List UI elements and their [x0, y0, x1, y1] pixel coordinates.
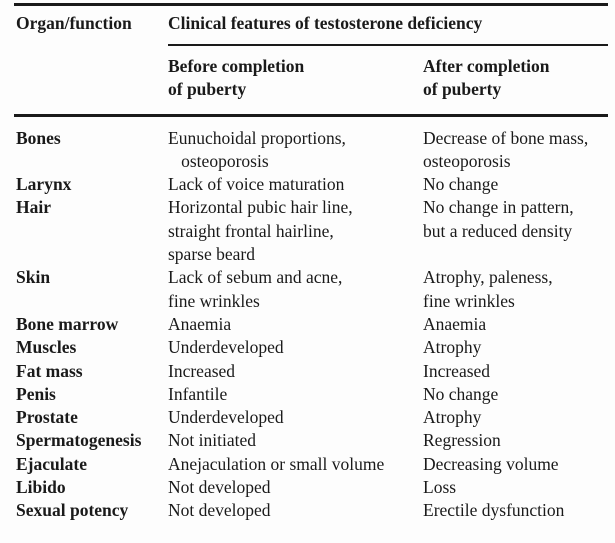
table-row-bones: Bones Eunuchoidal proportions, osteoporo…: [16, 127, 608, 174]
after-cell: Atrophy: [423, 407, 482, 428]
table-row-libido: Libido Not developed Loss: [16, 476, 608, 499]
table-row-ejaculate: Ejaculate Anejaculation or small volume …: [16, 453, 608, 476]
after-cell: Anaemia: [423, 313, 487, 334]
span-header-underline-rule: [168, 44, 608, 46]
after-cell: Loss: [423, 477, 457, 498]
organ-cell: Bones: [16, 127, 61, 148]
table-row-sexual-potency: Sexual potency Not developed Erectile dy…: [16, 499, 608, 522]
before-cell: Increased: [168, 360, 236, 381]
organ-cell: Muscles: [16, 337, 77, 358]
organ-cell: Libido: [16, 477, 66, 498]
after-cell: Increased: [423, 360, 491, 381]
table-row-skin: Skin Lack of sebum and acne, fine wrinkl…: [16, 266, 608, 313]
before-cell: Anejaculation or small volume: [168, 453, 385, 474]
before-cell: Infantile: [168, 383, 228, 404]
after-cell: No change: [423, 383, 499, 404]
before-cell: Not developed: [168, 477, 271, 498]
organ-cell: Penis: [16, 383, 56, 404]
before-cell: Lack of voice maturation: [168, 174, 345, 195]
organ-cell: Spermatogenesis: [16, 430, 142, 451]
organ-function-header: Organ/function: [16, 13, 132, 33]
before-cell: Eunuchoidal proportions, osteoporosis: [168, 127, 346, 171]
before-cell: Not developed: [168, 500, 271, 521]
header-body-divider-rule: [14, 113, 608, 117]
before-cell: Not initiated: [168, 430, 256, 451]
table-header-row-1: Organ/function Clinical features of test…: [14, 6, 608, 44]
before-cell: Anaemia: [168, 313, 232, 334]
table-row-prostate: Prostate Underdeveloped Atrophy: [16, 406, 608, 429]
after-cell: Decrease of bone mass, osteoporosis: [423, 127, 589, 171]
after-cell: No change in pattern, but a reduced dens…: [423, 197, 574, 241]
empty-header-cell: [16, 55, 168, 102]
after-cell: Decreasing volume: [423, 453, 559, 474]
before-cell: Lack of sebum and acne, fine wrinkles: [168, 267, 343, 311]
after-puberty-header: After completion of puberty: [423, 56, 550, 100]
before-cell: Underdeveloped: [168, 337, 284, 358]
organ-cell: Ejaculate: [16, 453, 87, 474]
top-rule: [14, 3, 608, 6]
organ-cell: Prostate: [16, 407, 78, 428]
table-header-row-2: Before completion of puberty After compl…: [14, 46, 608, 114]
table-row-hair: Hair Horizontal pubic hair line, straigh…: [16, 196, 608, 266]
after-cell: Atrophy, paleness, fine wrinkles: [423, 267, 553, 311]
table-row-larynx: Larynx Lack of voice maturation No chang…: [16, 173, 608, 196]
table-row-spermatogenesis: Spermatogenesis Not initiated Regression: [16, 429, 608, 452]
organ-cell: Larynx: [16, 174, 72, 195]
after-cell: Erectile dysfunction: [423, 500, 565, 521]
organ-cell: Bone marrow: [16, 313, 119, 334]
organ-cell: Hair: [16, 197, 51, 218]
organ-cell: Sexual potency: [16, 500, 129, 521]
after-cell: No change: [423, 174, 499, 195]
after-cell: Atrophy: [423, 337, 482, 358]
table-row-bone-marrow: Bone marrow Anaemia Anaemia: [16, 313, 608, 336]
table-body: Bones Eunuchoidal proportions, osteoporo…: [14, 117, 608, 531]
before-cell: Underdeveloped: [168, 407, 284, 428]
organ-cell: Fat mass: [16, 360, 83, 381]
before-cell: Horizontal pubic hair line, straight fro…: [168, 197, 353, 265]
table-row-penis: Penis Infantile No change: [16, 383, 608, 406]
table-row-muscles: Muscles Underdeveloped Atrophy: [16, 336, 608, 359]
clinical-features-span-header: Clinical features of testosterone defici…: [168, 13, 483, 33]
table-row-fat-mass: Fat mass Increased Increased: [16, 360, 608, 383]
organ-cell: Skin: [16, 267, 51, 288]
after-cell: Regression: [423, 430, 501, 451]
testosterone-deficiency-table: Organ/function Clinical features of test…: [14, 3, 608, 543]
before-puberty-header: Before completion of puberty: [168, 56, 305, 100]
